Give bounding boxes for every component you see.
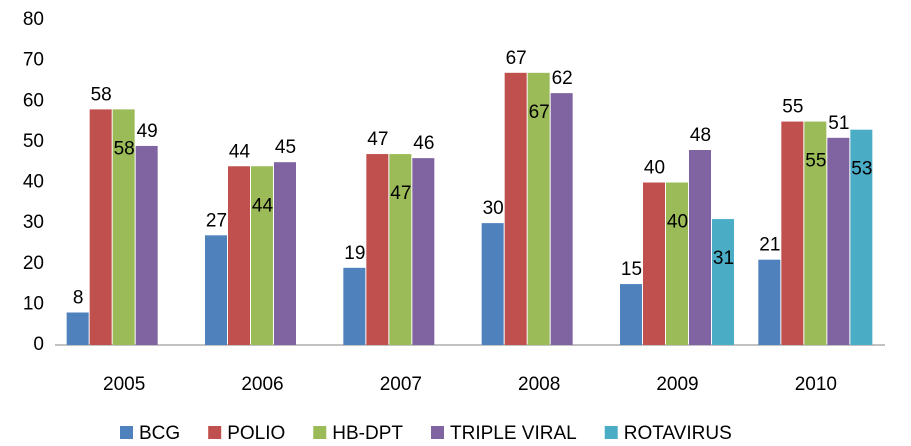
data-label: 44: [229, 141, 251, 162]
y-tick-label: 10: [23, 293, 44, 314]
legend-swatch: [313, 426, 327, 439]
bar: [343, 267, 366, 345]
data-label: 47: [367, 129, 388, 150]
data-label: 53: [851, 159, 872, 180]
data-label: 40: [644, 158, 665, 179]
data-label: 49: [137, 121, 158, 142]
bar: [850, 129, 873, 345]
data-label: 62: [552, 68, 573, 89]
data-label: 47: [390, 183, 411, 204]
bar: [550, 93, 573, 345]
data-label: 45: [275, 137, 296, 158]
data-label: 19: [344, 243, 365, 264]
legend-label: ROTAVIRUS: [624, 423, 732, 444]
data-label: 48: [690, 125, 711, 146]
y-tick-label: 60: [23, 90, 44, 111]
y-tick-label: 0: [33, 334, 44, 355]
legend-swatch: [604, 426, 618, 439]
bar: [366, 154, 389, 345]
legend-label: HB-DPT: [332, 423, 403, 444]
bar: [412, 158, 435, 345]
bar: [666, 182, 688, 345]
bar: [827, 137, 850, 345]
bar: [527, 72, 550, 345]
data-label: 27: [206, 210, 227, 231]
data-label: 15: [621, 259, 642, 280]
legend-label: BCG: [139, 423, 180, 444]
data-label: 58: [114, 138, 135, 159]
y-tick-label: 40: [23, 172, 44, 193]
data-label: 58: [91, 84, 112, 105]
x-tick-label: 2008: [518, 374, 560, 395]
y-tick-label: 20: [23, 253, 44, 274]
data-label: 67: [529, 102, 550, 123]
bar: [228, 166, 250, 345]
bar: [758, 259, 781, 345]
legend-label: TRIPLE VIRAL: [450, 423, 577, 444]
y-tick-label: 80: [23, 9, 44, 30]
x-tick-label: 2007: [380, 374, 422, 395]
data-label: 55: [805, 151, 826, 172]
bar: [689, 150, 711, 345]
data-label: 40: [667, 212, 688, 233]
bar: [274, 162, 296, 345]
bar: [712, 219, 734, 345]
legend-swatch: [208, 426, 222, 439]
y-tick-label: 70: [23, 50, 44, 71]
bar: [781, 121, 804, 345]
y-tick-label: 30: [23, 212, 44, 233]
x-tick-label: 2010: [795, 374, 837, 395]
data-label: 30: [483, 198, 504, 219]
y-tick-label: 50: [23, 131, 44, 152]
x-tick-label: 2006: [241, 374, 283, 395]
data-label: 8: [73, 288, 84, 309]
bar: [504, 72, 527, 345]
data-label: 55: [782, 97, 803, 118]
legend-label: POLIO: [227, 423, 285, 444]
bar: [481, 223, 504, 345]
bar: [643, 182, 665, 345]
data-label: 44: [252, 195, 274, 216]
data-label: 67: [506, 48, 527, 69]
bar: [135, 145, 158, 345]
x-tick-label: 2005: [103, 374, 145, 395]
bar: [620, 284, 642, 345]
legend-swatch: [431, 426, 444, 439]
bar: [804, 121, 827, 345]
x-tick-label: 2009: [656, 374, 698, 395]
bar: [89, 109, 112, 345]
bar: [251, 166, 273, 345]
bar: [205, 235, 227, 345]
data-label: 51: [828, 113, 849, 134]
data-label: 46: [413, 133, 434, 154]
data-label: 31: [713, 248, 734, 269]
data-label: 21: [759, 235, 780, 256]
bar: [112, 109, 135, 345]
legend-swatch: [120, 426, 133, 439]
bar: [389, 154, 412, 345]
bar: [66, 312, 89, 345]
